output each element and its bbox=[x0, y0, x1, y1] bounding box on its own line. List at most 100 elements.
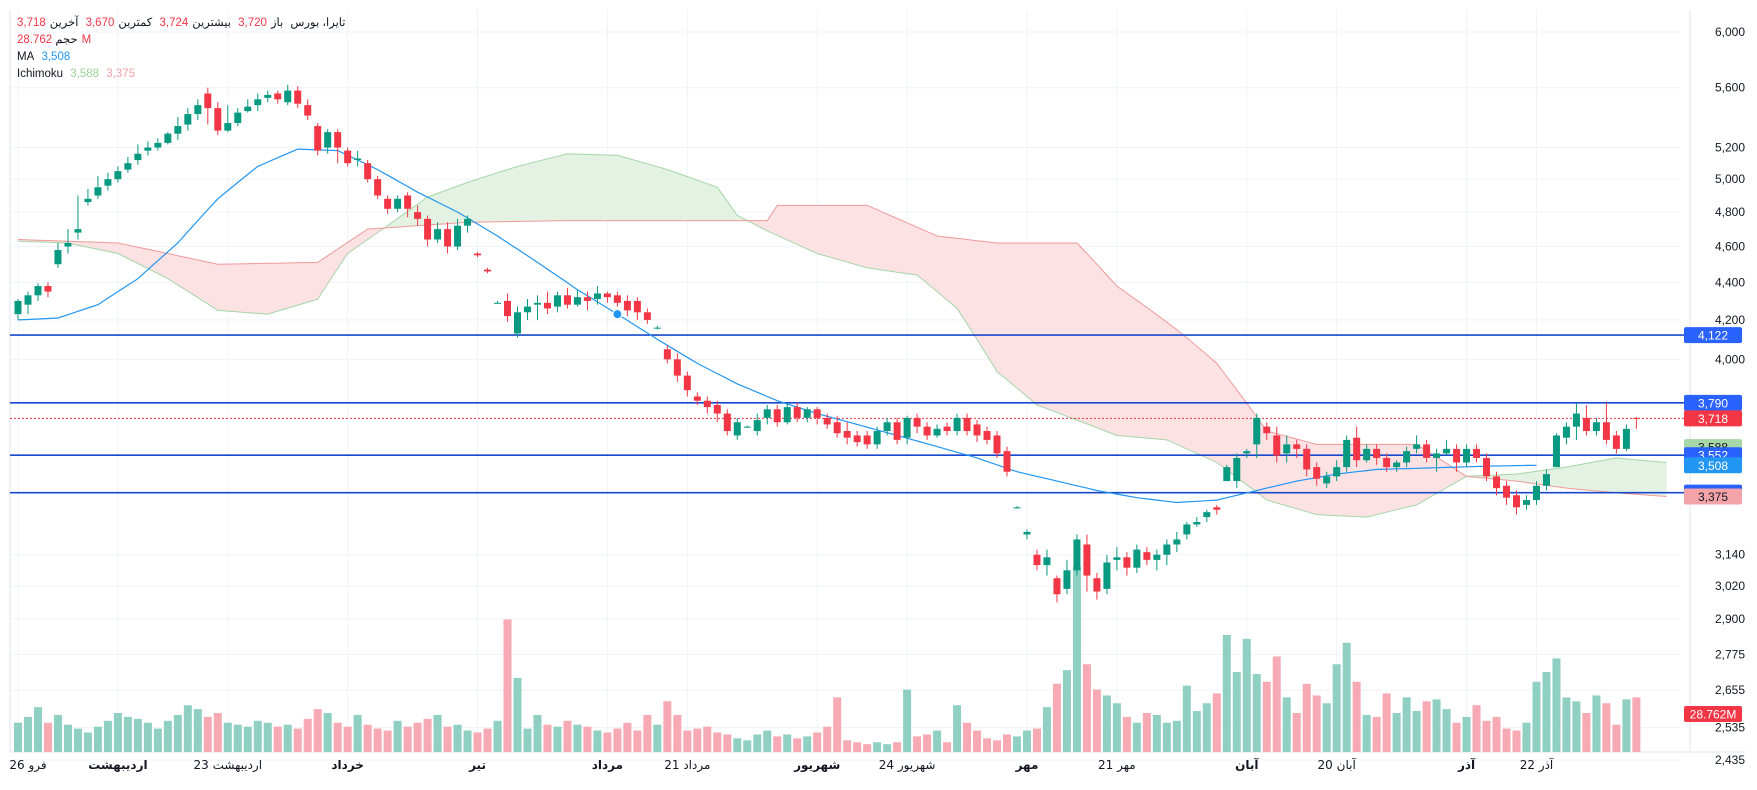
cloud-segment bbox=[307, 262, 314, 303]
cloud-segment bbox=[951, 237, 958, 310]
candle-body bbox=[1043, 557, 1051, 566]
price-axis[interactable]: 6,000 5,600 5,200 5,000 4,800 4,600 4,400 4,200… bbox=[1689, 10, 1745, 767]
volume-bar bbox=[1242, 638, 1251, 752]
volume-bar bbox=[813, 732, 822, 752]
volume-bar bbox=[663, 701, 672, 752]
cloud-segment bbox=[1006, 242, 1013, 385]
cloud-segment bbox=[272, 262, 279, 314]
cloud-segment bbox=[996, 242, 1003, 377]
volume-bar bbox=[93, 726, 102, 752]
volume-bar bbox=[143, 722, 152, 752]
time-axis[interactable]: 26 فرو اردیبهشت 23 اردیبهشت خرداد تیر مرداد 21… bbox=[9, 757, 1554, 773]
candle-body bbox=[74, 229, 82, 233]
cloud-segment bbox=[861, 205, 868, 269]
volume-bar bbox=[1632, 697, 1641, 752]
candle-body bbox=[1572, 413, 1580, 427]
candle-body bbox=[613, 295, 621, 303]
legend-ohlc-row: تایرا، بورس باز3,720 بیشترین3,724 کمترین… bbox=[17, 15, 350, 32]
legend-ichimoku-row[interactable]: Ichimoku 3,588 3,375 bbox=[17, 66, 350, 83]
cloud-segment bbox=[212, 262, 219, 311]
candle-body bbox=[853, 435, 861, 443]
candle-body bbox=[504, 300, 512, 317]
legend-volume-row[interactable]: حجم 28.762M bbox=[17, 32, 350, 49]
volume-bar bbox=[923, 734, 932, 752]
volume-bar bbox=[1602, 703, 1611, 752]
candle-body bbox=[1233, 457, 1241, 482]
candle-body bbox=[1143, 552, 1151, 560]
volume-bar bbox=[963, 722, 972, 752]
cloud-segment bbox=[712, 185, 718, 221]
cloud-segment bbox=[1606, 458, 1612, 493]
cloud-segment bbox=[1021, 242, 1028, 398]
cloud-segment bbox=[1111, 279, 1118, 436]
cloud-segment bbox=[796, 205, 803, 248]
volume-bar bbox=[1612, 724, 1621, 752]
candle-body bbox=[783, 407, 791, 423]
cloud-segment bbox=[1556, 467, 1562, 488]
cloud-segment bbox=[1241, 395, 1248, 486]
candle-body bbox=[1413, 444, 1421, 449]
candle-body bbox=[44, 286, 52, 292]
cloud-segment bbox=[477, 177, 483, 223]
volume-bar bbox=[1622, 699, 1631, 752]
volume-bar bbox=[363, 724, 372, 752]
cloud-segment bbox=[1191, 341, 1198, 454]
cloud-segment bbox=[1431, 453, 1437, 497]
legend-symbol[interactable]: تایرا، بورس bbox=[290, 17, 346, 29]
candle-body bbox=[54, 250, 62, 265]
candle-body bbox=[813, 409, 821, 418]
cloud-segment bbox=[776, 205, 783, 239]
volume-badge bbox=[1684, 706, 1742, 722]
cloud-segment bbox=[1211, 358, 1218, 463]
legend-ma-label: MA bbox=[17, 51, 35, 63]
candle-body bbox=[454, 225, 462, 247]
candle-body bbox=[1602, 422, 1610, 440]
candle-body bbox=[873, 431, 881, 445]
volume-bar bbox=[863, 744, 872, 752]
candles[interactable] bbox=[14, 84, 1640, 603]
cloud-segment bbox=[537, 159, 543, 222]
candle-body bbox=[214, 108, 222, 131]
cloud-segment bbox=[492, 172, 498, 223]
volume-bar bbox=[1142, 713, 1151, 752]
candle-body bbox=[1313, 467, 1321, 479]
volume-bar bbox=[1432, 699, 1441, 752]
volume-bar bbox=[223, 722, 232, 752]
volume-bar bbox=[573, 724, 582, 752]
cloud-segment bbox=[187, 257, 194, 295]
cloud-segment bbox=[931, 233, 938, 293]
candle-body bbox=[1273, 435, 1281, 456]
cloud-segment bbox=[532, 160, 538, 222]
candle-body bbox=[833, 422, 841, 434]
volume-bar bbox=[613, 728, 622, 752]
cloud-segment bbox=[1031, 242, 1038, 406]
volume-badge-label: 28.762M bbox=[1690, 708, 1737, 722]
volume-bar bbox=[203, 716, 212, 752]
price-tick-label: 4,200 bbox=[1715, 313, 1745, 327]
candle-body bbox=[1263, 426, 1271, 434]
cloud-segment bbox=[177, 255, 184, 289]
volume-bar bbox=[933, 730, 942, 752]
cloud-segment bbox=[846, 205, 853, 264]
cloud-segment bbox=[1156, 314, 1163, 440]
cloud-segment bbox=[1131, 296, 1138, 438]
candle-body bbox=[1053, 578, 1061, 595]
cloud-segment bbox=[941, 236, 948, 301]
volume-bar bbox=[103, 720, 112, 752]
legend-ichimoku-value-1: 3,588 bbox=[70, 68, 100, 80]
price-badge-label: 3,718 bbox=[1698, 412, 1728, 426]
price-badge bbox=[1684, 410, 1742, 427]
volume-bar bbox=[1062, 670, 1071, 752]
cloud-segment bbox=[1101, 268, 1108, 433]
price-badges: 4,1223,7903,7183,5883,5523,5083,3913,375… bbox=[1684, 327, 1742, 722]
cloud-segment bbox=[517, 164, 523, 222]
cloud-segment bbox=[1636, 459, 1642, 496]
volume-bar bbox=[433, 714, 442, 752]
legend-high-value: 3,724 bbox=[159, 17, 189, 29]
time-tick-label: 21 مرداد bbox=[664, 758, 710, 773]
candle-body bbox=[763, 409, 771, 418]
legend-ma-row[interactable]: MA 3,508 bbox=[17, 49, 350, 66]
candle-body bbox=[1503, 485, 1511, 498]
volume-bar bbox=[14, 722, 22, 752]
